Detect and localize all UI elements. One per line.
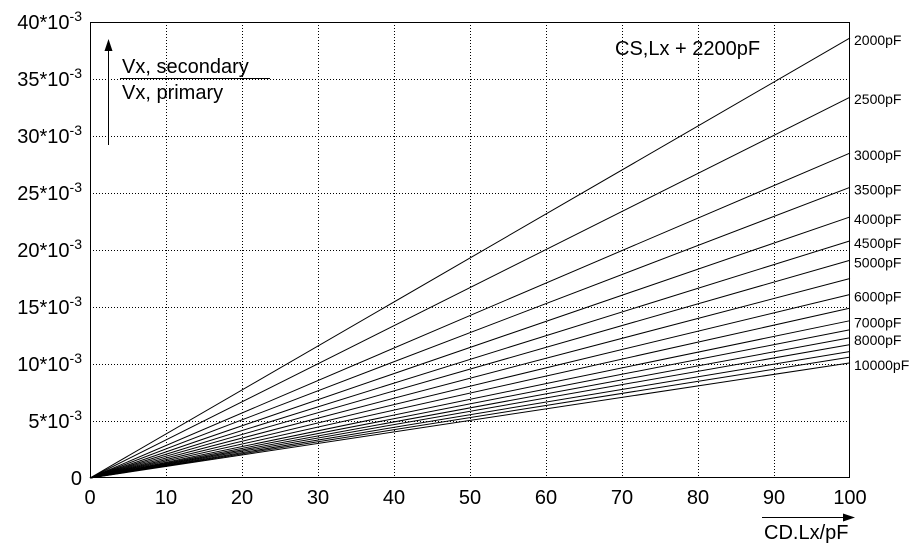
y-tick-label-base: 5*10 [28,411,69,433]
x-axis-label: CD.Lx/pF [764,522,848,544]
series-label: 3000pF [854,147,901,163]
series-line-8 [89,278,851,479]
x-tick-label: 50 [459,487,481,509]
y-tick-label-base: 20*10 [17,240,69,262]
series-line-14 [89,344,851,479]
series-line-15 [89,350,851,479]
series-label: 3500pF [854,181,901,197]
tick-labels: 0 10 20 30 40 50 60 70 80 90 10005*10-310*10-315*1… [17,8,866,509]
series-line-2500pf [89,96,851,479]
y-axis-label-denominator: Vx, primary [122,82,223,104]
series-line-10 [89,307,851,479]
series-line-8000pf [89,337,851,479]
y-tick-label-exponent: -3 [70,179,83,195]
y-tick-label-exponent: -3 [70,236,83,252]
series-line-3000pf [89,152,851,479]
y-tick-label-exponent: -3 [70,65,83,81]
y-tick-label: 35*10-3 [17,65,82,91]
y-tick-label-exponent: -3 [70,8,83,24]
series-line-4500pf [89,240,851,479]
y-tick-label-exponent: -3 [70,293,83,309]
y-tick-label-base: 25*10 [17,183,69,205]
x-tick-label: 0 [84,487,95,509]
series-label: 10000pF [854,357,909,373]
series-line-6000pf [89,293,851,479]
series-label: 8000pF [854,332,901,348]
annotation-text: CS,Lx + 2200pF [615,38,760,60]
y-axis-label-numerator: Vx, secondary [122,56,249,78]
y-tick-label-exponent: -3 [70,122,83,138]
series-labels: 2000pF 2500pF 3000pF 3500pF 4000pF 4500pF 5000… [854,32,909,373]
y-axis-arrow-head [104,39,113,51]
series-line-12 [89,329,851,479]
series-label: 2500pF [854,91,901,107]
series-label: 4000pF [854,211,901,227]
series-line-7000pf [89,320,851,479]
y-tick-label-base: 0 [71,468,82,490]
y-tick-label: 40*10-3 [17,8,82,34]
series-line-4000pf [89,216,851,479]
x-tick-label: 80 [687,487,709,509]
series-label: 7000pF [854,315,901,331]
series-line-3500pf [89,186,851,479]
x-tick-label: 40 [383,487,405,509]
y-tick-label-base: 35*10 [17,69,69,91]
series-line-10000pf [89,362,851,479]
y-tick-label: 10*10-3 [17,350,82,376]
plot-frame [90,22,850,478]
y-tick-label: 0 [71,468,82,490]
x-tick-label: 10 [155,487,177,509]
y-tick-label: 30*10-3 [17,122,82,148]
x-tick-label: 90 [763,487,785,509]
y-tick-label: 25*10-3 [17,179,82,205]
x-tick-label: 70 [611,487,633,509]
x-tick-label: 60 [535,487,557,509]
y-tick-label-exponent: -3 [70,407,83,423]
x-tick-label: 20 [231,487,253,509]
series-line-5000pf [89,259,851,479]
y-axis-label: Vx, secondary Vx, primary [104,39,270,145]
series-label: 6000pF [854,288,901,304]
series-label: 5000pF [854,254,901,270]
series-lines [89,37,851,479]
y-tick-label-exponent: -3 [70,350,83,366]
y-tick-label: 5*10-3 [28,407,82,433]
x-tick-label: 30 [307,487,329,509]
y-tick-label-base: 10*10 [17,354,69,376]
x-axis-label-group: CD.Lx/pF [762,513,855,544]
x-tick-label: 100 [833,487,866,509]
y-tick-label-base: 40*10 [17,12,69,34]
x-axis-arrow-head [843,513,855,522]
y-tick-label: 20*10-3 [17,236,82,262]
series-line-16 [89,356,851,479]
y-tick-label-base: 15*10 [17,297,69,319]
series-label: 2000pF [854,32,901,48]
y-tick-label: 15*10-3 [17,293,82,319]
series-line-2000pf [89,37,851,479]
series-label: 4500pF [854,235,901,251]
y-tick-label-base: 30*10 [17,126,69,148]
